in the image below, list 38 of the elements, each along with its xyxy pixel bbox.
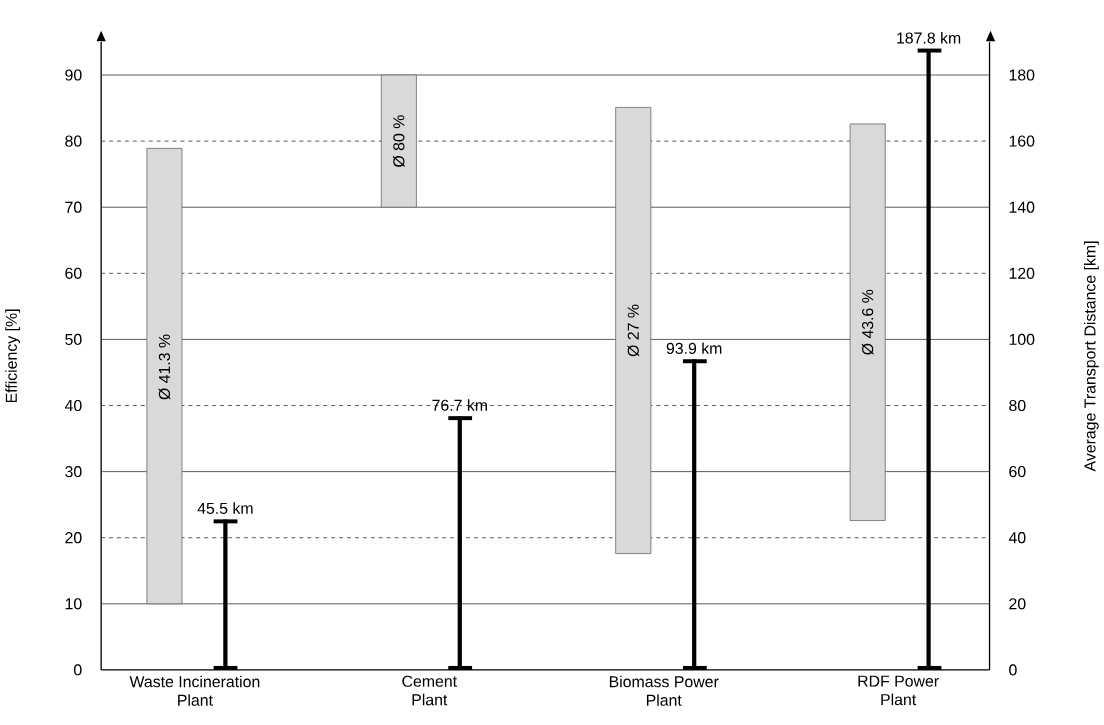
- y2-tick-label: 120: [1009, 267, 1035, 280]
- y-tick-label: 70: [65, 201, 82, 213]
- data-label: 45.5 km: [197, 502, 253, 515]
- bar: [380, 74, 417, 208]
- y-tick-label: 60: [65, 267, 82, 280]
- y-tick-label: 30: [65, 466, 82, 478]
- annotation: Ø 80 %: [392, 115, 405, 168]
- x-tick-label: Biomass Power Plant: [609, 675, 719, 706]
- y2-tick-label: 140: [1009, 201, 1035, 213]
- y-tick-label: 10: [65, 598, 82, 610]
- x-tick-label: RDF Power Plant: [858, 675, 939, 706]
- y-axis-title: Efficiency [%]: [5, 309, 21, 403]
- x-tick-label: Waste Incineration Plant: [129, 675, 260, 706]
- y-tick-label: 90: [65, 69, 82, 81]
- bar: [146, 148, 183, 605]
- y2-tick-label: 100: [1009, 333, 1035, 346]
- y-tick-label: 20: [65, 532, 82, 544]
- y2-tick-label: 160: [1009, 135, 1035, 147]
- bar: [849, 123, 886, 522]
- y-tick-label: 50: [65, 333, 82, 346]
- bar: [615, 107, 652, 555]
- annotation: Ø 43.6 %: [861, 289, 874, 355]
- y2-tick-label: 180: [1009, 69, 1035, 81]
- data-label: 76.7 km: [432, 399, 487, 411]
- y2-tick-label: 60: [1009, 466, 1026, 478]
- y2-tick-label: 20: [1009, 598, 1026, 610]
- x-tick-label: Cement Plant: [402, 675, 457, 706]
- y2-axis-title: Average Transport Distance [km]: [1083, 241, 1099, 472]
- data-label: 93.9 km: [666, 342, 722, 355]
- y-tick-label: 80: [65, 135, 82, 147]
- y2-tick-label: 40: [1008, 532, 1026, 544]
- annotation: Ø 27 %: [627, 304, 640, 357]
- y2-tick-label: 0: [1009, 664, 1017, 676]
- y2-tick-label: 80: [1009, 400, 1026, 412]
- y-tick-label: 0: [74, 664, 82, 676]
- data-label: 187.8 km: [897, 32, 961, 44]
- y-tick-label: 40: [64, 400, 82, 412]
- annotation: Ø 41.3 %: [158, 334, 171, 400]
